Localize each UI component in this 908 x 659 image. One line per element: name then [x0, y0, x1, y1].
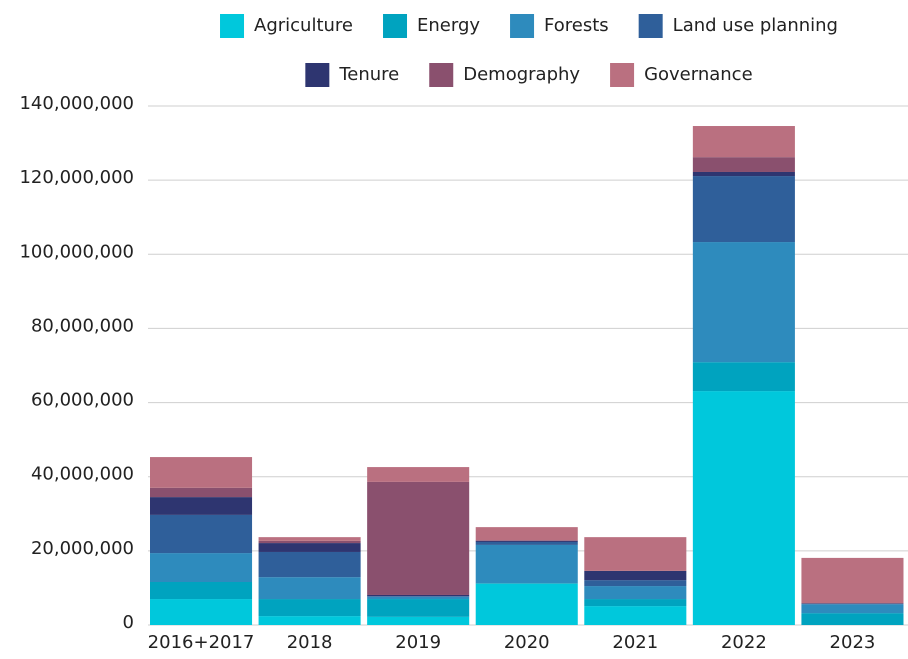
bar-segment: [692, 157, 795, 172]
bar-segment: [692, 171, 795, 177]
bar-segment: [584, 599, 687, 607]
legend-label: Demography: [463, 64, 580, 85]
x-tick-label: 2018: [287, 632, 333, 653]
legend-swatch: [220, 14, 245, 38]
bar-segment: [584, 537, 687, 571]
bar-segment: [258, 540, 361, 544]
bar-segment: [801, 557, 904, 604]
bar-segment: [367, 616, 470, 625]
bar-segment: [258, 577, 361, 600]
bar-segment: [692, 391, 795, 625]
bar-segment: [475, 544, 578, 584]
bar-segment: [367, 596, 470, 600]
bar-segment: [258, 599, 361, 617]
legend-swatch: [510, 14, 535, 38]
legend-item: Tenure: [305, 63, 399, 87]
x-tick-label: 2020: [504, 632, 550, 653]
legend-swatch: [305, 63, 330, 87]
bar-segment: [801, 603, 904, 605]
bar-segment: [367, 599, 470, 617]
x-tick-label: 2023: [830, 632, 876, 653]
bar-segment: [475, 541, 578, 545]
y-tick-label: 100,000,000: [19, 241, 134, 262]
legend-item: Governance: [610, 63, 753, 87]
bar-segment: [584, 586, 687, 600]
x-tick-label: 2016+2017: [148, 632, 255, 653]
legend-swatch: [610, 63, 635, 87]
bar-segment: [692, 242, 795, 363]
y-tick-label: 20,000,000: [31, 538, 134, 559]
bar-segment: [801, 604, 904, 614]
bar-segment: [367, 594, 470, 597]
bar-segment: [150, 599, 253, 625]
legend-swatch: [429, 63, 454, 87]
legend-label: Forests: [544, 15, 609, 36]
legend-swatch: [383, 14, 408, 38]
bar-segment: [475, 540, 578, 542]
y-tick-label: 60,000,000: [31, 390, 134, 411]
bar-segment: [150, 457, 253, 488]
bar-segment: [475, 540, 578, 541]
legend-label: Tenure: [338, 64, 399, 85]
bar-segment: [150, 487, 253, 498]
x-tick-label: 2021: [612, 632, 658, 653]
legend-label: Energy: [417, 15, 480, 36]
bar-segment: [150, 497, 253, 515]
bar-segment: [258, 543, 361, 552]
bar-segment: [150, 553, 253, 582]
bar-segment: [150, 581, 253, 600]
legend-label: Land use planning: [673, 15, 838, 36]
y-tick-label: 0: [123, 612, 134, 633]
bar-segment: [258, 551, 361, 578]
bar-segment: [367, 481, 470, 595]
bar-segment: [584, 606, 687, 625]
y-tick-label: 80,000,000: [31, 315, 134, 336]
bar-segment: [584, 570, 687, 581]
legend-item: Forests: [510, 14, 609, 38]
legend-label: Agriculture: [254, 15, 353, 36]
bar-segment: [801, 613, 904, 625]
bar-segment: [475, 583, 578, 625]
legend-item: Demography: [429, 63, 580, 87]
bar-segment: [367, 467, 470, 482]
bar-segment: [692, 176, 795, 243]
legend-item: Energy: [383, 14, 480, 38]
bar-segment: [258, 537, 361, 541]
y-tick-label: 120,000,000: [19, 167, 134, 188]
bar-segment: [584, 580, 687, 587]
legend-label: Governance: [644, 64, 753, 85]
y-tick-label: 140,000,000: [19, 93, 134, 114]
bar-segment: [692, 126, 795, 158]
bar-segment: [692, 362, 795, 392]
bar-segment: [475, 583, 578, 584]
bar-segment: [475, 527, 578, 541]
y-tick-label: 40,000,000: [31, 464, 134, 485]
x-tick-label: 2019: [395, 632, 441, 653]
legend-item: Agriculture: [220, 14, 353, 38]
bar-segment: [258, 616, 361, 625]
legend-swatch: [638, 14, 663, 38]
bar-segment: [367, 596, 470, 597]
x-tick-label: 2022: [721, 632, 767, 653]
bar-segment: [150, 514, 253, 554]
legend-item: Land use planning: [638, 14, 838, 38]
